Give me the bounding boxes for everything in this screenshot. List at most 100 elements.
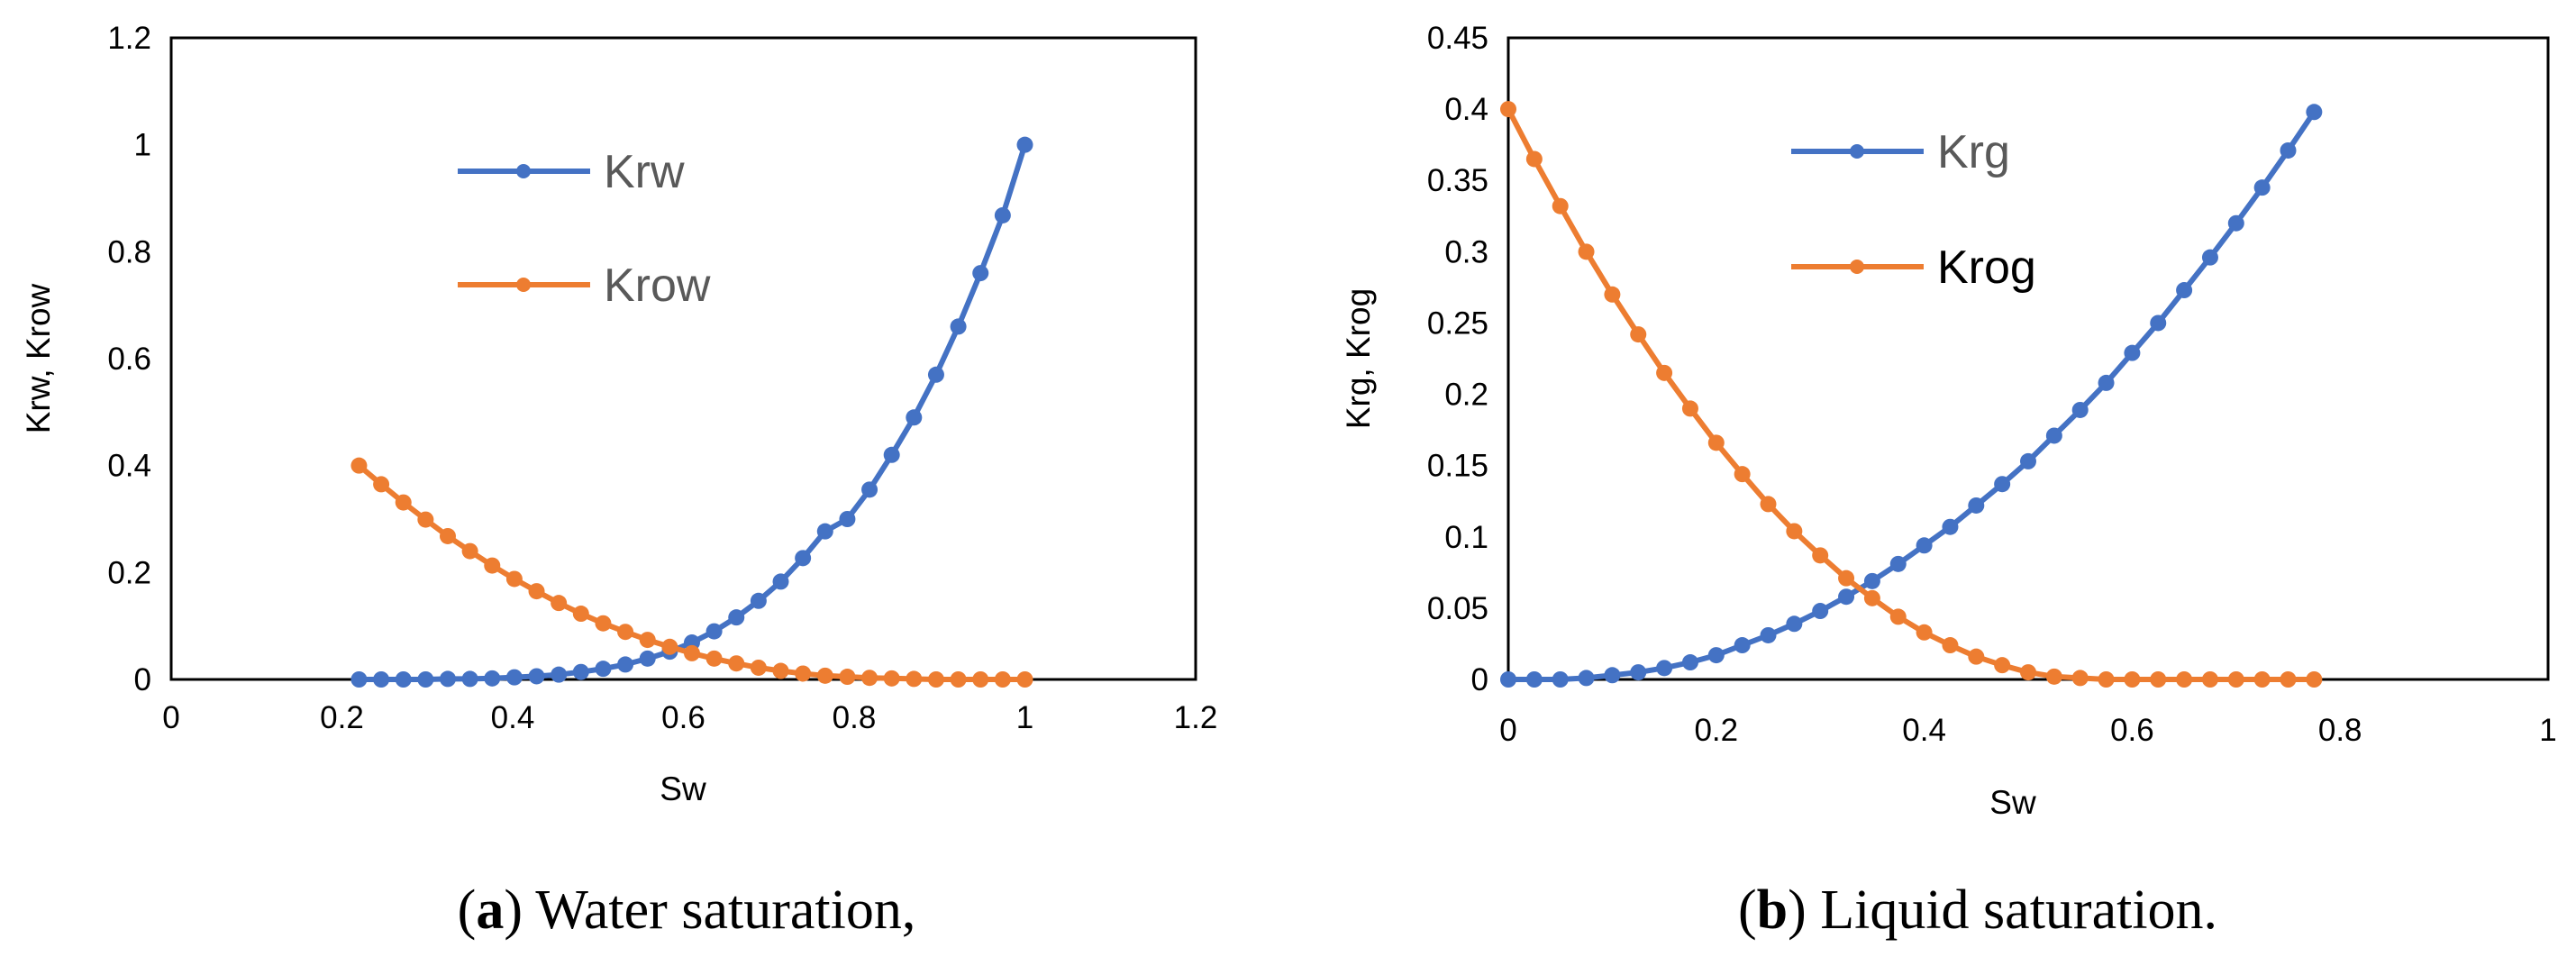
data-point-krg [2201, 249, 2218, 266]
data-point-krow [417, 511, 434, 528]
data-point-krow [861, 670, 878, 687]
data-point-krow [705, 650, 723, 667]
data-point-krow [750, 659, 767, 676]
y-tick-labels-b: 0 0.05 0.1 0.15 0.2 0.25 0.3 0.35 0.4 0.45 [1427, 21, 1488, 697]
y-tick-label: 0 [1471, 662, 1488, 697]
data-point-krog [1525, 150, 1543, 168]
caption-b: (b) Liquid saturation. [1738, 879, 2217, 941]
data-point-krog [1681, 400, 1698, 417]
data-point-krw [484, 670, 501, 687]
data-point-krog [2045, 668, 2062, 685]
data-point-krow [816, 667, 833, 684]
data-point-krw [528, 668, 545, 685]
data-point-krog [1604, 286, 1621, 303]
x-tick-label: 0.4 [1902, 713, 1946, 748]
data-point-krog [1942, 637, 1959, 654]
data-point-krow [883, 670, 900, 687]
data-point-krow [728, 655, 745, 672]
chart-panel-a: 0 0.2 0.4 0.6 0.8 1 1.2 0 0.2 0.4 0.6 0.8 1 1.2 Sw K… [20, 21, 1217, 941]
data-point-krg [1681, 654, 1698, 671]
data-point-krow [839, 669, 856, 686]
data-point-krog [1786, 523, 1803, 540]
data-point-krog [1707, 434, 1725, 451]
data-point-krog [2150, 671, 2167, 688]
data-point-krg [2280, 141, 2297, 159]
legend-a: Krw Krow [458, 146, 711, 312]
data-point-krw [883, 446, 900, 463]
y-tick-label: 0.05 [1427, 591, 1488, 626]
data-point-krg [2176, 282, 2193, 299]
data-point-krog [2227, 671, 2244, 688]
data-point-krow [639, 632, 656, 649]
data-point-krw [795, 550, 812, 567]
y-tick-label: 0.8 [107, 234, 151, 269]
data-point-krg [1786, 615, 1803, 633]
data-point-krg [1500, 671, 1516, 688]
data-point-krg [2020, 452, 2036, 469]
plot-area-frame-b [1506, 36, 2550, 681]
chart-panel-b: 0 0.05 0.1 0.15 0.2 0.25 0.3 0.35 0.4 0.45 0 0.2 0.… [1340, 21, 2557, 941]
data-point-krow [683, 644, 700, 661]
y-tick-label: 0.45 [1427, 21, 1488, 56]
data-point-krow [350, 457, 368, 474]
y-tick-label: 1 [134, 128, 151, 163]
legend-swatch-krow-marker [516, 278, 531, 292]
y-tick-label: 0.4 [107, 449, 151, 484]
y-tick-label: 0.35 [1427, 163, 1488, 198]
data-point-krog [2201, 671, 2218, 688]
data-point-krw [816, 523, 833, 540]
x-tick-label: 0.6 [2110, 713, 2154, 748]
data-point-krow [772, 662, 789, 679]
y-tick-label: 0.2 [107, 555, 151, 590]
data-point-krow [461, 542, 478, 560]
data-point-krow [595, 615, 612, 632]
data-point-krow [906, 670, 923, 688]
data-point-krog [1630, 326, 1647, 343]
data-point-krog [1760, 496, 1777, 513]
data-point-krw [373, 671, 390, 688]
data-point-krog [2124, 671, 2141, 688]
data-point-krg [1604, 667, 1621, 684]
data-point-krg [1552, 671, 1569, 688]
x-tick-label: 0 [1499, 713, 1516, 748]
y-tick-label: 0.6 [107, 342, 151, 377]
x-tick-labels-a: 0 0.2 0.4 0.6 0.8 1 1.2 [162, 700, 1217, 735]
data-point-krog [1500, 101, 1516, 118]
data-point-krg [1734, 637, 1751, 654]
data-point-krow [661, 638, 678, 655]
data-point-krw [927, 366, 944, 383]
caption-letter-b: b [1757, 879, 1788, 941]
caption-a: (a) Water saturation, [458, 879, 916, 941]
data-point-krw [994, 206, 1011, 223]
data-point-krow [505, 570, 523, 588]
caption-letter-a: a [476, 879, 504, 941]
data-point-krg [1838, 588, 1855, 606]
data-point-krow [795, 665, 812, 682]
x-axis-title-a: Sw [660, 770, 706, 807]
data-point-krow [572, 606, 589, 623]
legend-swatch-krw-marker [516, 164, 531, 178]
x-axis-title-b: Sw [1989, 784, 2036, 821]
data-point-krog [2253, 671, 2271, 688]
data-point-krg [1863, 572, 1880, 589]
y-axis-title-b: Krg, Krog [1340, 288, 1377, 429]
data-point-krw [505, 669, 523, 686]
data-point-krow [994, 671, 1011, 688]
data-point-krw [972, 265, 989, 282]
data-point-krog [2176, 671, 2193, 688]
data-point-krog [1968, 648, 1985, 665]
series-line-krw [359, 143, 1028, 682]
data-point-krw [572, 663, 589, 680]
data-point-krow [617, 624, 634, 641]
x-tick-label: 0.2 [1694, 713, 1738, 748]
data-point-krw [728, 609, 745, 626]
data-point-krg [1889, 555, 1907, 572]
y-tick-label: 0 [134, 662, 151, 697]
data-point-krg [1994, 476, 2011, 493]
legend-label-krw: Krw [604, 146, 685, 198]
legend-swatch-krog-marker [1850, 260, 1864, 274]
series-line-krg [1508, 110, 2317, 682]
data-point-krog [1552, 197, 1569, 214]
data-point-krog [1916, 624, 1933, 641]
